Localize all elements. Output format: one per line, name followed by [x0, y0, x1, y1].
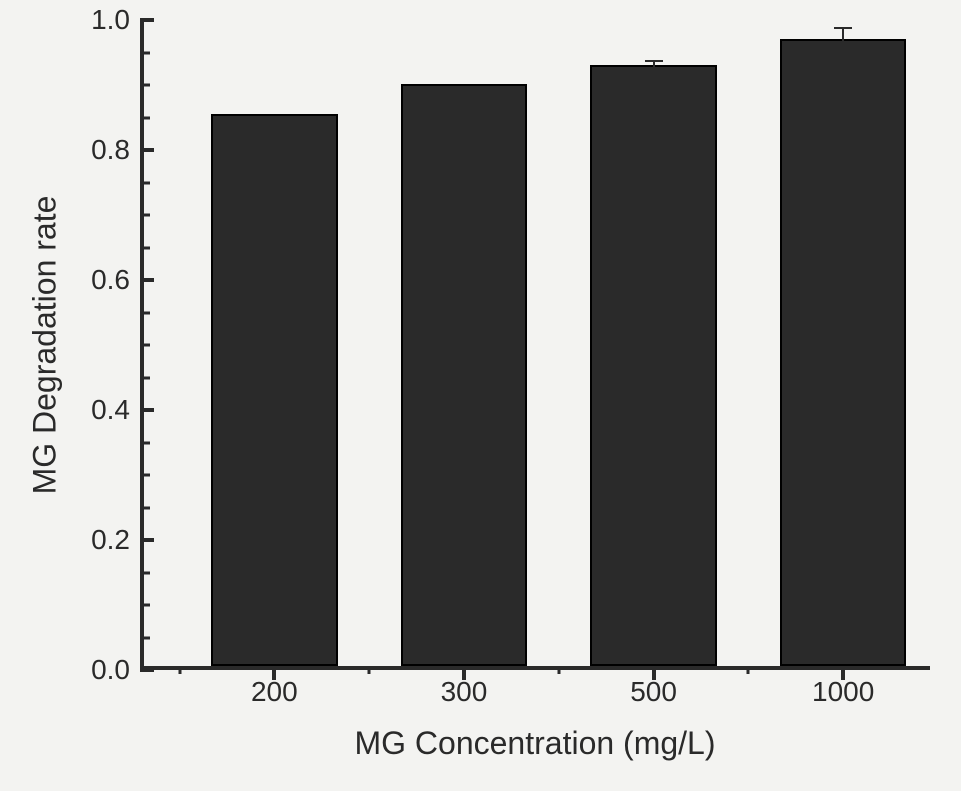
error-bar-cap [645, 76, 663, 78]
x-tick-label: 500 [630, 676, 677, 708]
error-bar-cap [645, 60, 663, 62]
y-axis-label: MG Degradation rate [27, 196, 64, 495]
x-minor-tick [368, 666, 371, 674]
y-minor-tick [142, 311, 150, 314]
x-minor-tick [557, 666, 560, 674]
y-minor-tick [142, 636, 150, 639]
error-bar-cap [834, 56, 852, 58]
x-minor-tick [178, 666, 181, 674]
x-axis-label: MG Concentration (mg/L) [354, 725, 715, 762]
y-minor-tick [142, 181, 150, 184]
bar-chart: 0.00.20.40.60.81.02003005001000 MG Degra… [0, 0, 961, 791]
y-tick-label: 1.0 [91, 4, 144, 36]
y-minor-tick [142, 571, 150, 574]
error-bar [842, 28, 844, 57]
bar [401, 84, 527, 666]
bar [780, 39, 906, 666]
y-minor-tick [142, 246, 150, 249]
y-minor-tick [142, 376, 150, 379]
y-tick-label: 0.4 [91, 394, 144, 426]
plot-area: 0.00.20.40.60.81.02003005001000 [140, 20, 930, 670]
error-bar [653, 61, 655, 77]
x-tick-label: 300 [441, 676, 488, 708]
bar [590, 65, 716, 666]
y-tick-label: 0.0 [91, 654, 144, 686]
x-minor-tick [747, 666, 750, 674]
y-minor-tick [142, 84, 150, 87]
y-minor-tick [142, 51, 150, 54]
x-tick-label: 1000 [812, 676, 874, 708]
y-minor-tick [142, 506, 150, 509]
y-tick-label: 0.8 [91, 134, 144, 166]
bar [211, 114, 337, 667]
y-minor-tick [142, 214, 150, 217]
x-tick-label: 200 [251, 676, 298, 708]
y-tick-label: 0.6 [91, 264, 144, 296]
y-minor-tick [142, 441, 150, 444]
y-tick-label: 0.2 [91, 524, 144, 556]
y-minor-tick [142, 344, 150, 347]
y-minor-tick [142, 116, 150, 119]
y-minor-tick [142, 604, 150, 607]
y-minor-tick [142, 474, 150, 477]
error-bar-cap [834, 27, 852, 29]
